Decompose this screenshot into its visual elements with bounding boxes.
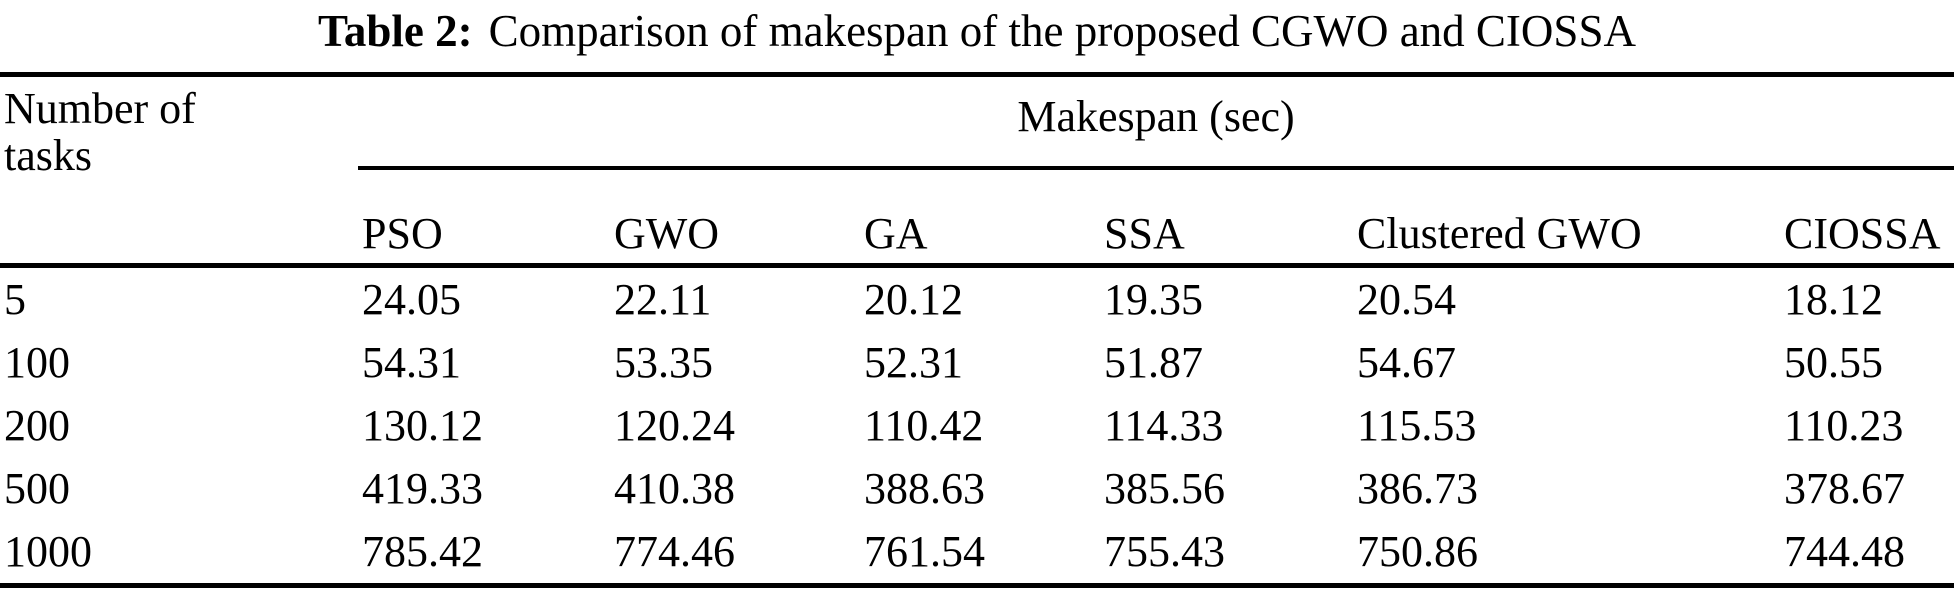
column-header-clustered-gwo: Clustered GWO — [1357, 209, 1642, 258]
value-cell: 419.33 — [362, 464, 483, 513]
value-cell: 18.12 — [1784, 275, 1883, 324]
column-header-row: PSO GWO GA SSA Clustered GWO CIOSSA — [358, 170, 1954, 263]
value-cell: 785.42 — [362, 527, 483, 576]
value-cell: 744.48 — [1784, 527, 1905, 576]
value-cell: 761.54 — [864, 527, 985, 576]
value-cell: 755.43 — [1104, 527, 1225, 576]
top-rule — [0, 72, 1954, 77]
value-cell: 19.35 — [1104, 275, 1203, 324]
tasks-cell: 5 — [4, 275, 26, 324]
tasks-cell: 100 — [4, 338, 70, 387]
value-cell: 386.73 — [1357, 464, 1478, 513]
value-cell: 52.31 — [864, 338, 963, 387]
value-cell: 20.54 — [1357, 275, 1456, 324]
value-cell: 24.05 — [362, 275, 461, 324]
table-row: 500 419.33 410.38 388.63 385.56 386.73 3… — [0, 457, 1954, 520]
column-header-ga: GA — [864, 209, 928, 258]
value-cell: 130.12 — [362, 401, 483, 450]
value-cell: 385.56 — [1104, 464, 1225, 513]
value-cell: 51.87 — [1104, 338, 1203, 387]
value-cell: 20.12 — [864, 275, 963, 324]
column-header-pso: PSO — [362, 209, 443, 258]
tasks-cell: 500 — [4, 464, 70, 513]
table-caption-label: Table 2: — [318, 6, 473, 56]
value-cell: 22.11 — [614, 275, 712, 324]
value-cell: 54.31 — [362, 338, 461, 387]
column-header-ciossa: CIOSSA — [1784, 209, 1941, 258]
value-cell: 410.38 — [614, 464, 735, 513]
tasks-cell: 200 — [4, 401, 70, 450]
table-header: Number of tasks Makespan (sec) PSO GWO G… — [0, 77, 1954, 263]
value-cell: 774.46 — [614, 527, 735, 576]
value-cell: 388.63 — [864, 464, 985, 513]
value-cell: 120.24 — [614, 401, 735, 450]
row-header-number-of-tasks: Number of tasks — [4, 84, 196, 180]
table-caption-text: Comparison of makespan of the proposed C… — [488, 6, 1636, 56]
column-header-ssa: SSA — [1104, 209, 1185, 258]
table-row: 1000 785.42 774.46 761.54 755.43 750.86 … — [0, 520, 1954, 583]
mid-rule — [0, 263, 1954, 268]
bottom-rule — [0, 583, 1954, 588]
table-row: 100 54.31 53.35 52.31 51.87 54.67 50.55 — [0, 331, 1954, 394]
makespan-group: Makespan (sec) PSO GWO GA SSA Clustered … — [358, 77, 1954, 263]
value-cell: 114.33 — [1104, 401, 1224, 450]
value-cell: 110.42 — [864, 401, 984, 450]
table-caption: Table 2: Comparison of makespan of the pr… — [0, 2, 1954, 60]
makespan-comparison-table: Number of tasks Makespan (sec) PSO GWO G… — [0, 72, 1954, 588]
tasks-cell: 1000 — [4, 527, 92, 576]
value-cell: 54.67 — [1357, 338, 1456, 387]
column-header-gwo: GWO — [614, 209, 720, 258]
value-cell: 115.53 — [1357, 401, 1477, 450]
value-cell: 50.55 — [1784, 338, 1883, 387]
value-cell: 750.86 — [1357, 527, 1478, 576]
table-row: 5 24.05 22.11 20.12 19.35 20.54 18.12 — [0, 268, 1954, 331]
value-cell: 110.23 — [1784, 401, 1904, 450]
table-row: 200 130.12 120.24 110.42 114.33 115.53 1… — [0, 394, 1954, 457]
value-cell: 378.67 — [1784, 464, 1905, 513]
group-header-makespan: Makespan (sec) — [358, 77, 1954, 170]
value-cell: 53.35 — [614, 338, 713, 387]
